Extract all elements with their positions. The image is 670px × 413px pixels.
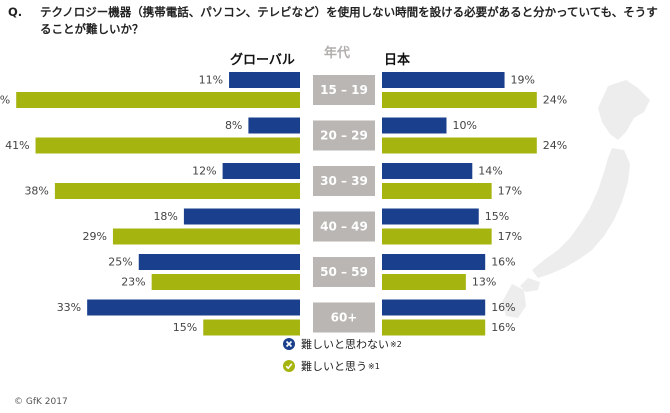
global-column-title: グローバル	[230, 53, 295, 68]
global-value-not-difficult: 25%	[108, 256, 132, 269]
global-value-difficult: 38%	[24, 185, 48, 198]
japan-bar-not-difficult	[382, 117, 447, 134]
global-value-difficult: 29%	[82, 230, 106, 243]
japan-value-not-difficult: 19%	[511, 74, 535, 87]
check-icon	[283, 360, 295, 372]
japan-bar-not-difficult	[382, 163, 473, 179]
age-box	[313, 75, 375, 105]
japan-bar-not-difficult	[382, 254, 486, 270]
global-value-difficult: 23%	[121, 276, 145, 289]
age-label: 60+	[331, 311, 358, 325]
global-value-not-difficult: 11%	[199, 74, 223, 87]
question-mark: Q.	[8, 5, 23, 19]
x-icon	[283, 338, 295, 350]
legend-item-difficult: 難しいと思う ※1	[283, 358, 380, 374]
global-bar-not-difficult	[222, 163, 300, 179]
age-box	[313, 211, 375, 242]
global-bar-difficult	[151, 274, 300, 290]
japan-value-difficult: 17%	[498, 230, 522, 243]
global-value-not-difficult: 33%	[57, 301, 81, 314]
japan-column-title: 日本	[384, 53, 411, 68]
japan-bar-not-difficult	[382, 208, 479, 225]
age-box	[313, 302, 375, 333]
japan-value-difficult: 24%	[543, 139, 567, 152]
japan-bar-not-difficult	[382, 299, 486, 316]
japan-value-not-difficult: 16%	[491, 301, 515, 314]
japan-value-not-difficult: 16%	[491, 256, 515, 269]
age-box	[313, 120, 375, 151]
legend-item-not-difficult: 難しいと思わない ※2	[283, 336, 402, 352]
global-bar-difficult	[16, 92, 300, 108]
legend-label-difficult: 難しいと思う	[301, 360, 367, 373]
global-bar-not-difficult	[229, 72, 300, 88]
age-box	[313, 257, 375, 287]
japan-bar-difficult	[382, 274, 466, 290]
global-bar-not-difficult	[138, 254, 300, 270]
japan-map-background	[502, 80, 650, 318]
legend-note-difficult: ※1	[368, 361, 380, 371]
japan-value-not-difficult: 15%	[485, 210, 509, 223]
age-axis-title: 年代	[324, 46, 351, 61]
japan-value-difficult: 24%	[543, 94, 567, 107]
global-bar-difficult	[35, 137, 301, 154]
global-bar-difficult	[112, 228, 300, 245]
japan-bar-difficult	[382, 137, 537, 154]
copyright: © GfK 2017	[14, 397, 68, 407]
japan-value-difficult: 16%	[491, 321, 515, 334]
japan-bar-not-difficult	[382, 72, 505, 88]
global-value-difficult: 44%	[0, 94, 10, 107]
age-label: 20 – 29	[320, 129, 368, 143]
global-value-not-difficult: 12%	[192, 165, 216, 178]
global-bar-not-difficult	[87, 299, 301, 316]
japan-value-not-difficult: 14%	[478, 165, 502, 178]
question: Q. テクノロジー機器（携帯電話、パソコン、テレビなど）を使用しない時間を設ける…	[8, 4, 658, 38]
japan-value-difficult: 13%	[472, 276, 496, 289]
global-value-difficult: 15%	[173, 321, 197, 334]
global-bar-not-difficult	[248, 117, 300, 134]
japan-bar-difficult	[382, 228, 492, 245]
age-label: 50 – 59	[320, 265, 368, 279]
global-bar-difficult	[203, 319, 300, 336]
japan-value-not-difficult: 10%	[453, 119, 477, 132]
global-value-not-difficult: 18%	[153, 210, 177, 223]
age-box	[313, 166, 375, 196]
age-label: 30 – 39	[320, 174, 368, 188]
global-value-difficult: 41%	[5, 139, 29, 152]
butterfly-bar-chart: 15 – 19 11% 19% 44% 24% 20 – 29 8% 10% 41% 24% 30 …	[0, 72, 567, 336]
global-bar-not-difficult	[183, 208, 300, 225]
japan-bar-difficult	[382, 183, 492, 199]
japan-bar-difficult	[382, 319, 486, 336]
legend-note-not-difficult: ※2	[390, 339, 402, 349]
age-label: 15 – 19	[320, 83, 368, 97]
global-value-not-difficult: 8%	[225, 119, 242, 132]
legend-label-not-difficult: 難しいと思わない	[301, 338, 389, 351]
japan-bar-difficult	[382, 92, 537, 108]
age-label: 40 – 49	[320, 220, 368, 234]
global-bar-difficult	[54, 183, 301, 199]
question-text: テクノロジー機器（携帯電話、パソコン、テレビなど）を使用しない時間を設ける必要が…	[40, 5, 658, 36]
japan-value-difficult: 17%	[498, 185, 522, 198]
